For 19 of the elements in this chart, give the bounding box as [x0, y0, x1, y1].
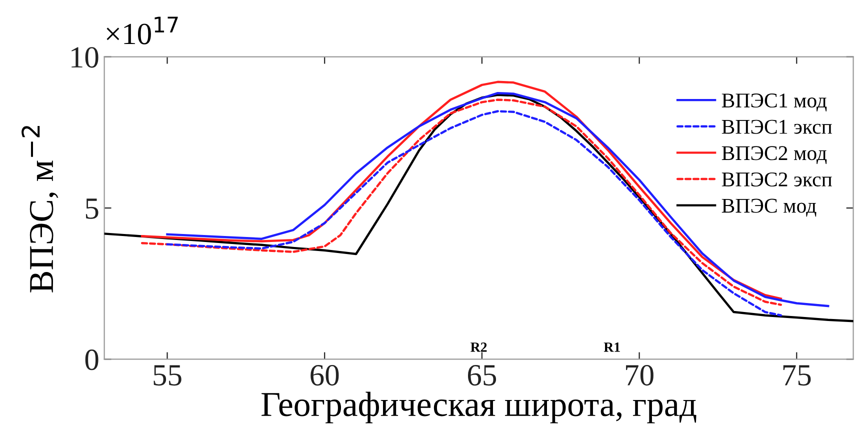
y-tick-label: 0: [85, 349, 98, 370]
text: ×10$^{17}$: [106, 16, 178, 44]
annotation: R1: [604, 342, 620, 352]
x-tick-label: 55: [154, 365, 182, 386]
x-tick-label: 70: [626, 364, 654, 386]
y-axis-title: ВПЭС, м$^{−2}$: [22, 126, 58, 292]
annotation: R2: [470, 342, 487, 352]
legend-label: ВПЭС мод: [722, 198, 816, 217]
x-tick-label: 75: [783, 365, 811, 386]
y-tick-label: 5: [86, 198, 98, 219]
y-tick-label: 10: [72, 47, 98, 68]
x-axis-title: Географическая широта, град: [262, 392, 696, 424]
line-series: [104, 94, 854, 322]
x-tick-label: 65: [468, 365, 496, 386]
legend-label: ВПЭС1 мод: [722, 94, 827, 112]
legend-label: ВПЭС2 мод: [722, 146, 827, 164]
legend-label: ВПЭС1 эксп: [722, 120, 832, 134]
legend-label: ВПЭС2 эксп: [722, 172, 832, 186]
x-tick-label: 60: [310, 364, 339, 386]
